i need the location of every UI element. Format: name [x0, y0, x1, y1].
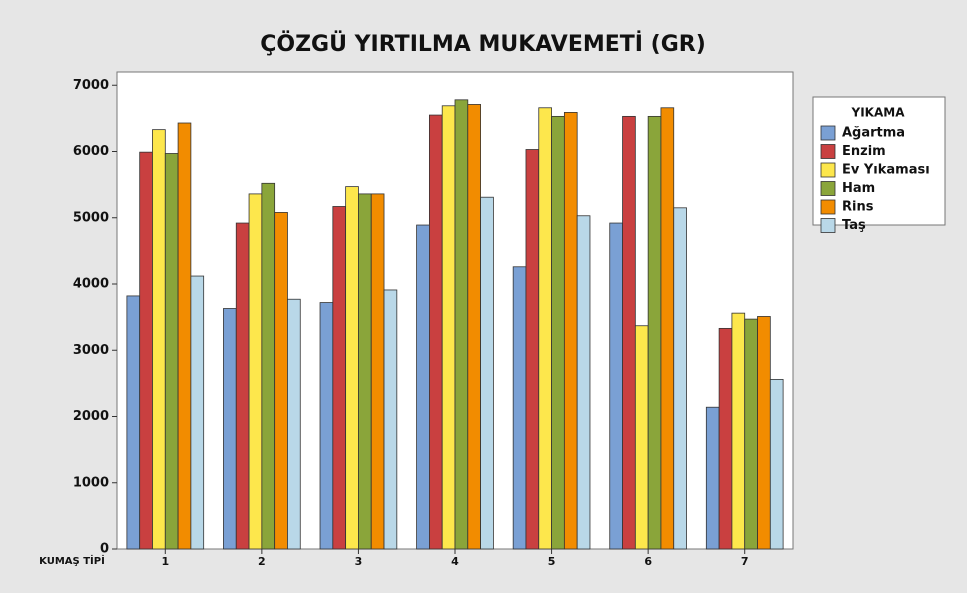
- y-tick-label: 1000: [73, 475, 109, 490]
- bar: [441, 105, 456, 550]
- bar: [647, 115, 662, 550]
- bar: [731, 312, 746, 550]
- bar: [223, 308, 237, 550]
- bar: [235, 222, 250, 550]
- legend-label: Ev Yıkaması: [842, 163, 930, 178]
- bar: [622, 115, 636, 550]
- bar: [551, 115, 565, 550]
- bar: [609, 222, 623, 550]
- legend-swatch: [820, 162, 836, 178]
- legend-swatch: [820, 218, 836, 233]
- legend-swatch: [820, 125, 836, 141]
- bar: [383, 289, 398, 550]
- bar: [358, 193, 372, 550]
- bar: [139, 151, 153, 550]
- bar: [769, 378, 784, 550]
- bar: [718, 327, 733, 550]
- bar: [164, 153, 179, 550]
- legend-swatch: [820, 199, 836, 215]
- x-axis-label: KUMAŞ TİPİ: [39, 553, 105, 567]
- y-tick-label: 3000: [73, 343, 109, 358]
- bar: [757, 316, 771, 550]
- y-tick-label: 2000: [73, 409, 109, 424]
- bar: [177, 122, 192, 550]
- bar: [332, 206, 347, 550]
- bar: [525, 149, 540, 550]
- y-tick-label: 5000: [73, 210, 109, 225]
- bar: [416, 224, 430, 550]
- bar: [705, 406, 720, 550]
- bar: [287, 298, 301, 550]
- x-tick-label: 2: [258, 555, 266, 568]
- bar: [454, 99, 469, 550]
- bar: [274, 212, 288, 550]
- legend-label: Taş: [842, 218, 866, 233]
- legend-swatch: [820, 144, 836, 159]
- bar: [248, 193, 263, 550]
- y-tick-label: 6000: [73, 144, 109, 159]
- x-tick-label: 3: [355, 555, 363, 568]
- bar: [428, 114, 443, 550]
- bar: [563, 112, 578, 550]
- bar: [576, 215, 591, 550]
- bar: [261, 182, 276, 550]
- bar: [152, 129, 166, 550]
- bar: [538, 107, 552, 550]
- x-tick-label: 7: [741, 555, 749, 568]
- bar: [467, 104, 481, 550]
- y-tick-label: 4000: [73, 277, 109, 292]
- bar: [512, 266, 527, 550]
- x-tick-label: 6: [644, 555, 652, 568]
- bar: [480, 196, 494, 550]
- x-tick-label: 4: [451, 555, 459, 568]
- legend-label: Ağartma: [842, 126, 905, 141]
- bar: [319, 302, 334, 550]
- legend-label: Ham: [842, 181, 875, 196]
- y-tick-label: 7000: [73, 78, 109, 93]
- x-tick-label: 1: [161, 555, 169, 568]
- bar: [345, 186, 359, 550]
- bar: [673, 207, 687, 550]
- legend-swatch: [820, 181, 836, 196]
- legend-label: Rins: [842, 200, 874, 215]
- bar: [634, 325, 649, 550]
- legend-title: YIKAMA: [851, 106, 906, 120]
- bar: [126, 295, 141, 550]
- chart-title: ÇÖZGÜ YIRTILMA MUKAVEMETİ (GR): [260, 31, 706, 57]
- x-tick-label: 5: [548, 555, 556, 568]
- bar: [190, 275, 205, 550]
- bar: [744, 318, 758, 550]
- bar: [660, 107, 675, 550]
- bar: [370, 193, 385, 550]
- legend-label: Enzim: [842, 144, 886, 159]
- y-tick-label: 0: [100, 542, 109, 557]
